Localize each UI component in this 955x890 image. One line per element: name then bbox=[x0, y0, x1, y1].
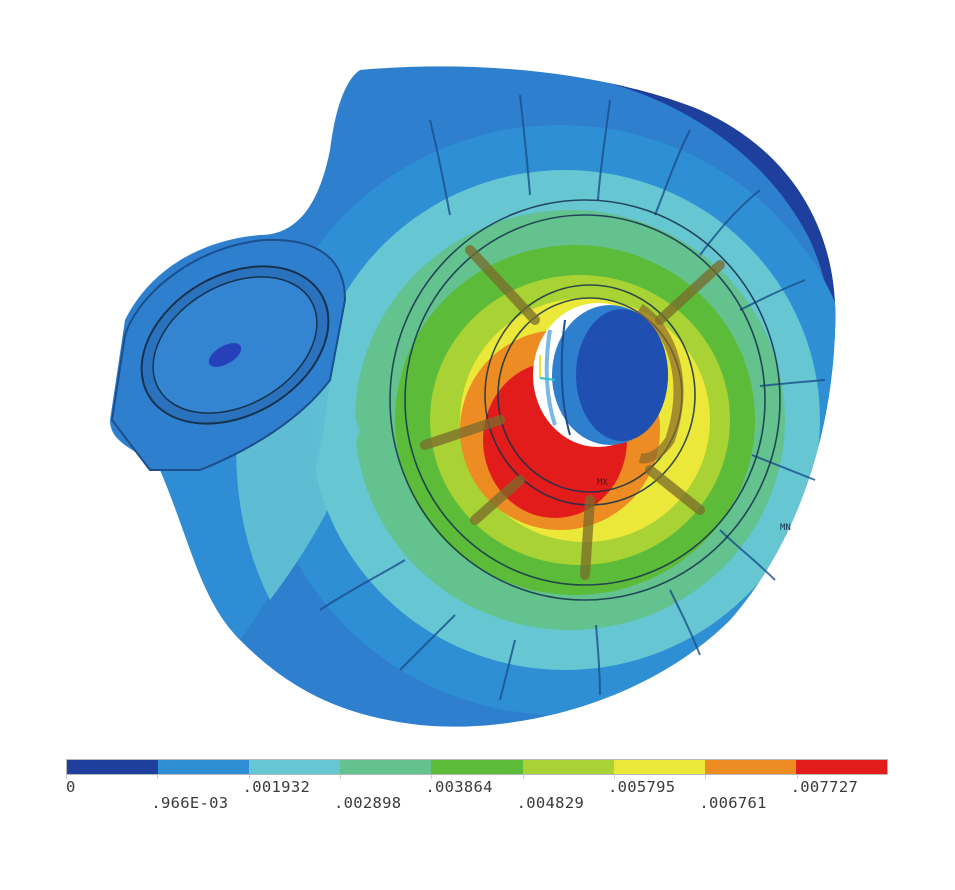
legend-label-1: .966E-03 bbox=[151, 794, 229, 812]
contour-plot-viewport: MX MN bbox=[110, 66, 836, 727]
legend-swatch-0 bbox=[67, 760, 159, 774]
legend-color-bar bbox=[66, 759, 888, 775]
legend-label-7: .006761 bbox=[699, 794, 767, 812]
legend-swatch-6 bbox=[613, 760, 705, 774]
legend-swatch-4 bbox=[431, 760, 523, 774]
legend-tick bbox=[522, 775, 524, 779]
legend-tick bbox=[248, 775, 250, 779]
legend-tick bbox=[614, 775, 615, 779]
legend-swatch-1 bbox=[158, 760, 250, 774]
legend-label-8: .007727 bbox=[790, 778, 859, 796]
legend-swatch-2 bbox=[249, 760, 341, 774]
legend-tick bbox=[66, 775, 67, 779]
hub-spokes bbox=[420, 245, 725, 580]
legend-tick bbox=[340, 775, 341, 779]
legend-label-6: .005795 bbox=[608, 778, 676, 796]
legend-label-5: .004829 bbox=[516, 794, 585, 812]
max-marker: MX bbox=[597, 478, 608, 488]
discharge-nozzle bbox=[110, 238, 347, 471]
impeller-eye bbox=[533, 303, 684, 464]
legend-label-0: 0 bbox=[66, 778, 76, 796]
legend-tick bbox=[705, 775, 707, 779]
legend-label-3: .002898 bbox=[334, 794, 402, 812]
legend-swatch-7 bbox=[704, 760, 796, 774]
legend-swatch-3 bbox=[340, 760, 432, 774]
pump-casing-model: MX MN bbox=[110, 66, 836, 727]
axis-triad bbox=[539, 355, 556, 381]
min-max-markers: MX MN bbox=[597, 478, 791, 533]
legend-tick bbox=[431, 775, 433, 779]
legend-tick bbox=[796, 775, 798, 779]
contour-legend: 0 .966E-03 .001932 .002898 .003864 .0048… bbox=[66, 759, 888, 819]
volute-ribs bbox=[319, 94, 826, 701]
legend-tick bbox=[157, 775, 159, 779]
min-marker: MN bbox=[780, 523, 791, 533]
legend-swatch-8 bbox=[795, 760, 887, 774]
legend-label-2: .001932 bbox=[242, 778, 311, 796]
legend-label-4: .003864 bbox=[425, 778, 493, 796]
legend-swatch-5 bbox=[522, 760, 614, 774]
